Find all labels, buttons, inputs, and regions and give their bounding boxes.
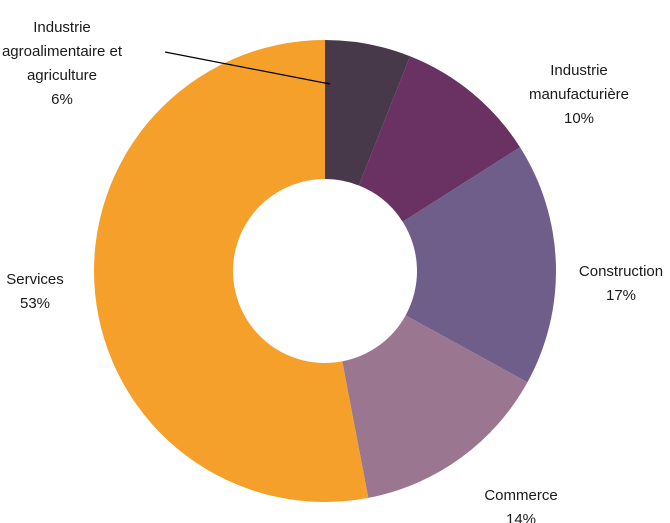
slice-label-services: Services 53%	[6, 271, 64, 312]
slice-value-label: 14%	[506, 511, 536, 523]
leader-line-agro	[164, 51, 331, 85]
slice-name-line: Industrie	[550, 62, 608, 79]
slice-name-line: Construction	[579, 263, 663, 280]
slice-industrie-manufacturiere	[358, 56, 521, 222]
slice-name-line: agroalimentaire et	[2, 43, 123, 60]
slice-value-label: 53%	[20, 295, 50, 312]
slice-services	[94, 40, 369, 502]
slice-value-label: 6%	[51, 91, 73, 108]
slice-label-industrie-agroalimentaire-et-agriculture: Industrie agroalimentaire et agriculture 6%	[2, 19, 123, 108]
slice-label-construction: Construction 17%	[579, 263, 663, 304]
slice-name-line: Services	[6, 271, 64, 288]
slice-construction	[402, 147, 556, 383]
slice-name-line: manufacturière	[529, 86, 629, 103]
slice-label-commerce: Commerce 14%	[484, 487, 557, 523]
slice-labels: Industrie agroalimentaire et agriculture 6%…	[2, 19, 663, 523]
slice-name-line: Commerce	[484, 487, 557, 504]
slice-commerce	[342, 315, 528, 498]
slice-value-label: 10%	[564, 110, 594, 127]
slice-name-line: Industrie	[33, 19, 91, 36]
slice-industrie-agroalimentaire-et-agriculture	[325, 40, 411, 186]
slice-name-line: agriculture	[27, 67, 97, 84]
slice-value-label: 17%	[606, 287, 636, 304]
donut-slices	[94, 40, 556, 502]
slice-label-industrie-manufacturiere: Industrie manufacturière 10%	[529, 62, 629, 127]
